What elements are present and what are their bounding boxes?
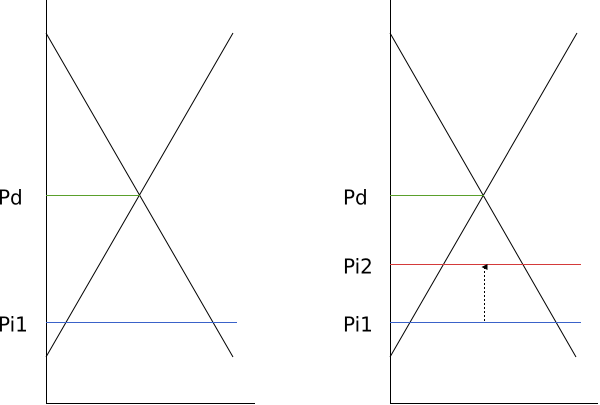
left-panel: Pd Pi1 [0, 0, 255, 404]
price-label: Pi1 [343, 313, 373, 337]
price-label: Pd [0, 186, 23, 210]
price-label: Pi1 [0, 313, 28, 337]
price-label: Pd [343, 186, 368, 210]
right-panel: Pd Pi2 Pi1 [343, 0, 598, 404]
price-label: Pi2 [343, 255, 373, 279]
